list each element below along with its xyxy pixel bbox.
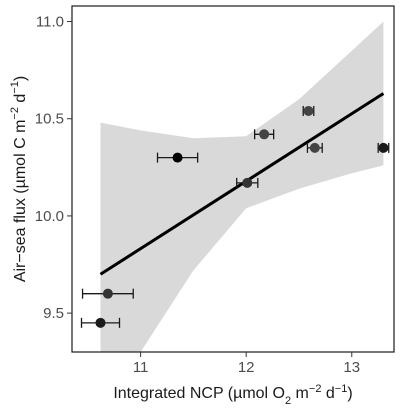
x-axis-title: Integrated NCP (µmol O2 m−2 d−1)	[113, 383, 352, 407]
fit-line-layer	[99, 92, 385, 276]
data-point	[303, 105, 314, 116]
y-tick-label: 9.5	[43, 305, 64, 322]
x-tick-label: 13	[343, 359, 360, 376]
data-point	[259, 129, 270, 140]
y-tick-label: 11.0	[36, 14, 64, 31]
x-axis-ticks: 11 12 13	[133, 352, 360, 376]
confidence-band	[100, 21, 384, 352]
y-axis-ticks: 9.5 10.0 10.5 11.0	[35, 14, 72, 322]
data-point	[102, 288, 113, 299]
regression-line	[99, 92, 385, 276]
data-point-layer	[95, 105, 389, 328]
plot-panel-border	[71, 5, 395, 353]
data-point	[95, 317, 106, 328]
data-point	[378, 142, 389, 153]
data-point	[309, 142, 320, 153]
x-tick-label: 12	[238, 359, 255, 376]
confidence-band-layer	[100, 21, 384, 352]
y-tick-label: 10.5	[35, 111, 64, 128]
data-point	[242, 177, 253, 188]
y-axis-title: Air−sea flux (µmol C m−2 d−1)	[9, 76, 29, 282]
data-point	[172, 152, 183, 163]
x-tick-label: 11	[133, 359, 149, 376]
y-tick-label: 10.0	[35, 208, 64, 225]
